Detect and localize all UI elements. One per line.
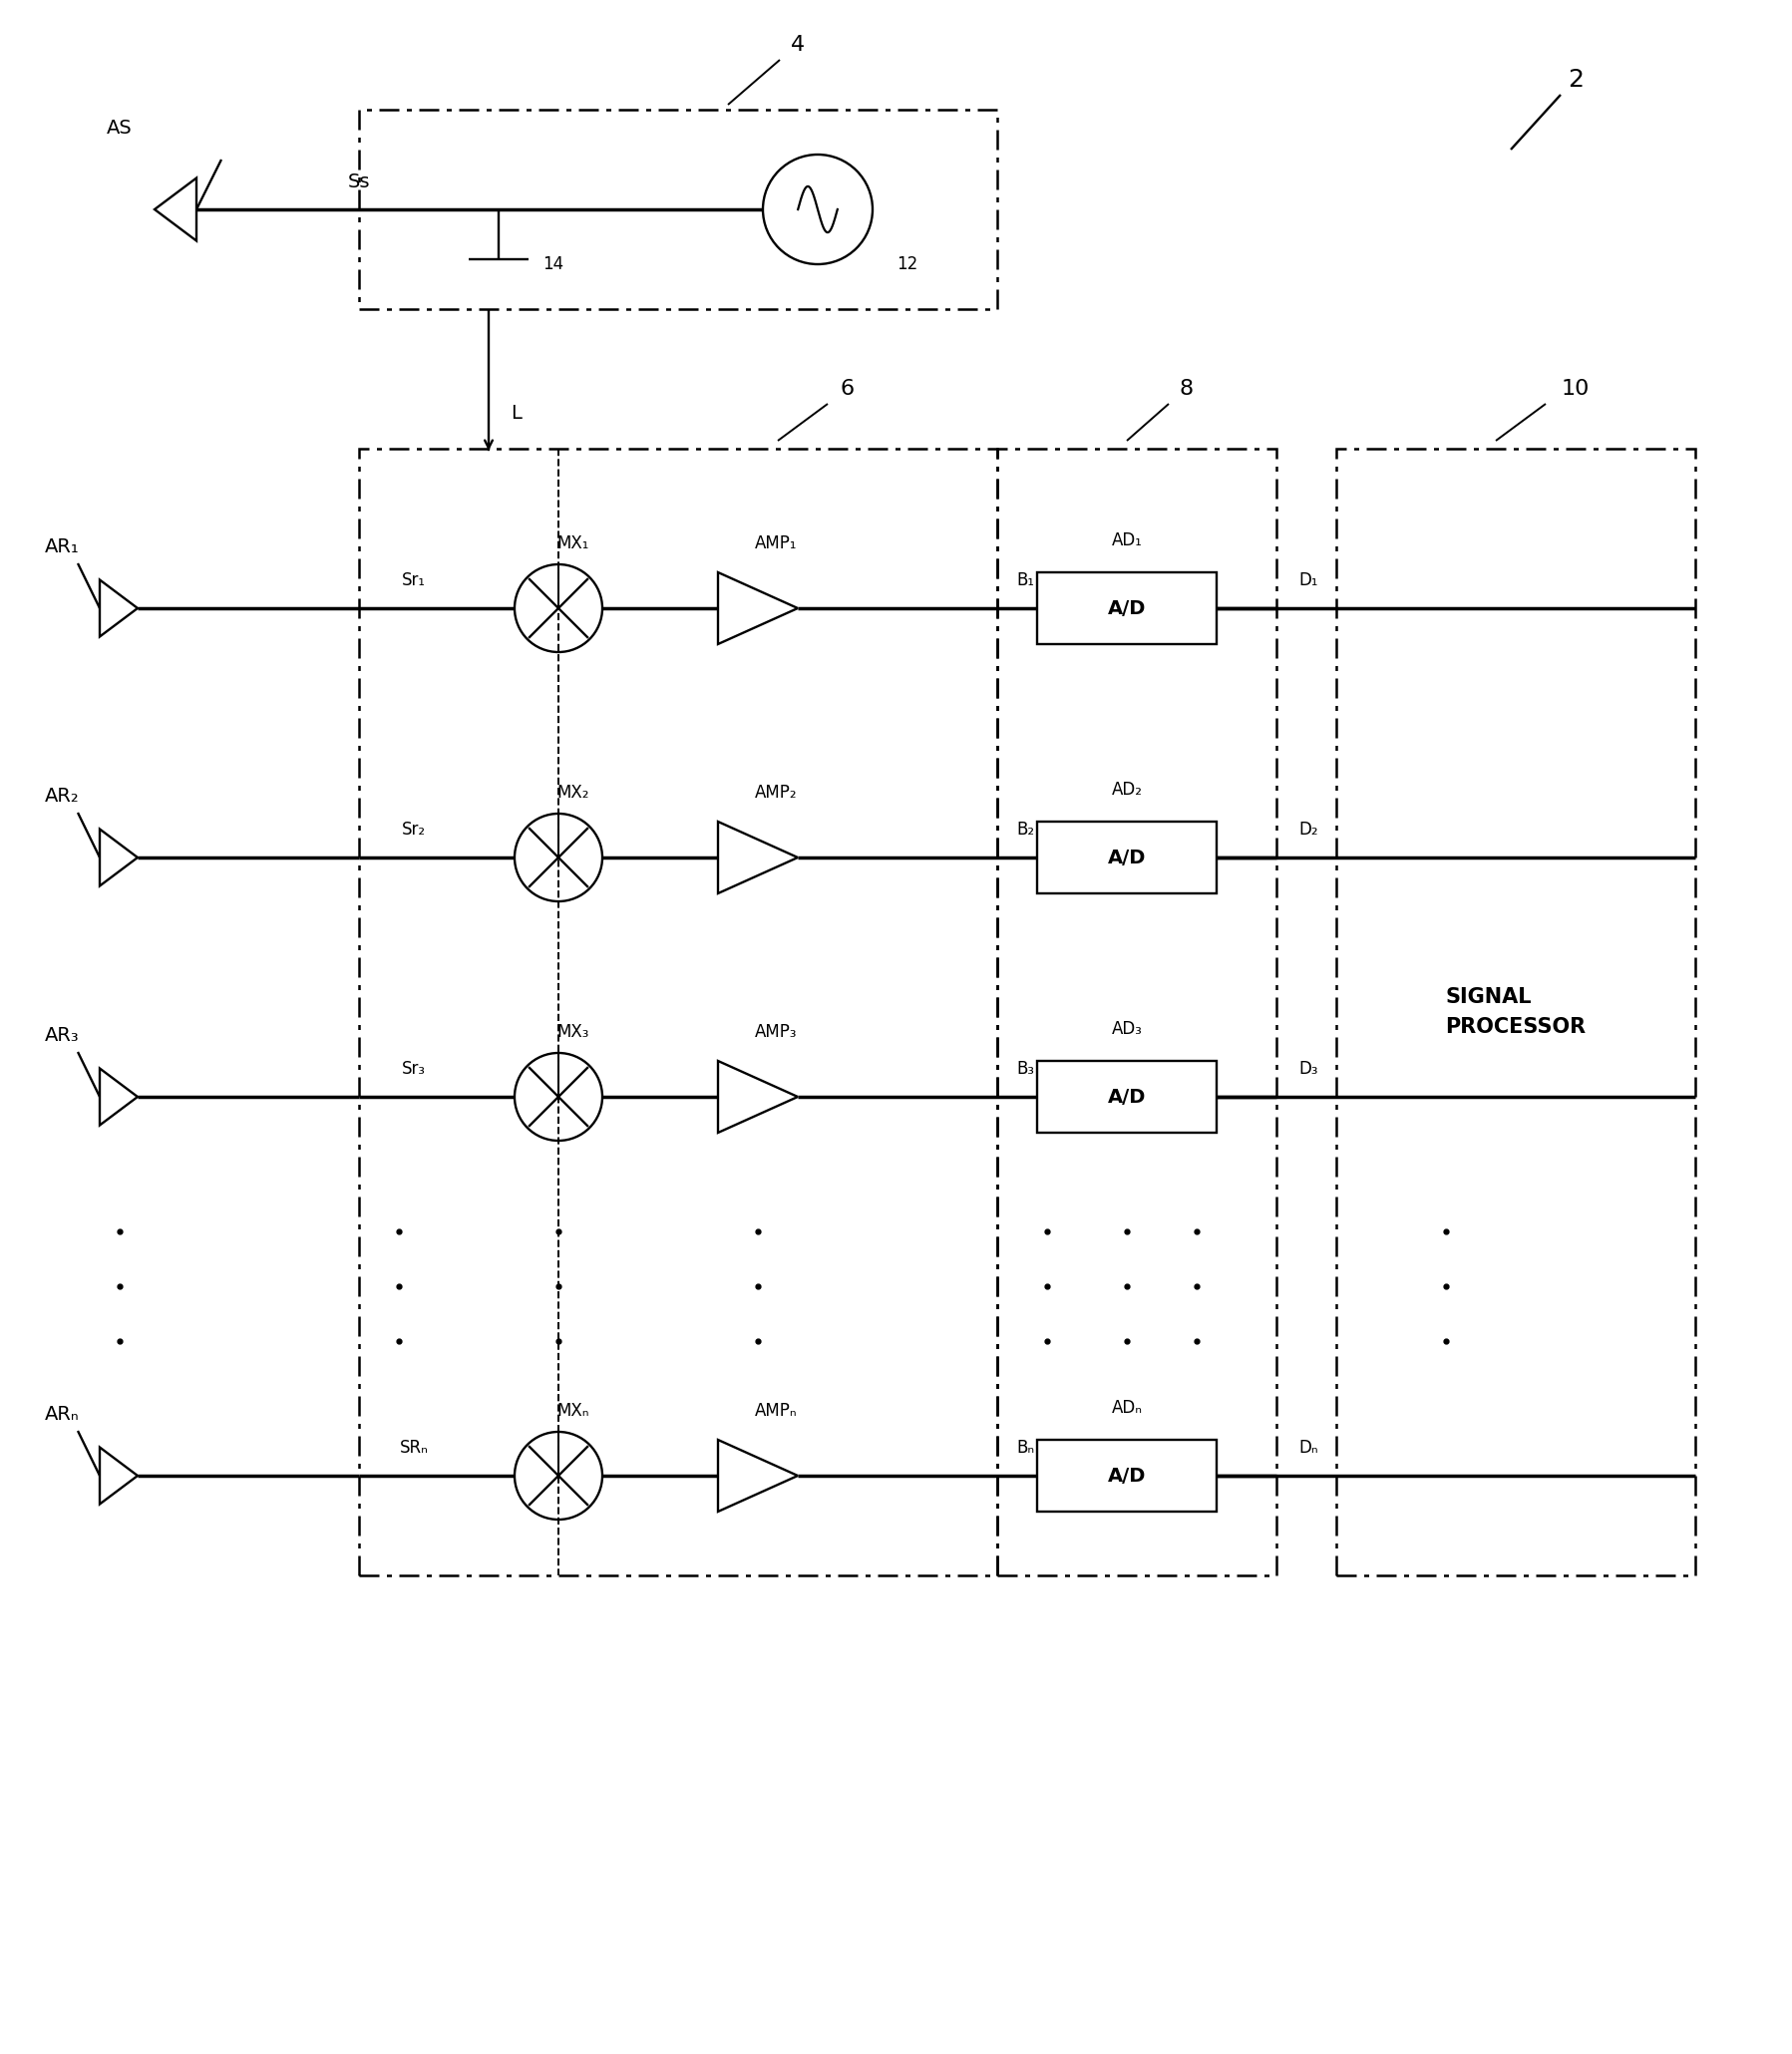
Text: AMPₙ: AMPₙ [754,1403,797,1419]
Text: MXₙ: MXₙ [557,1403,590,1419]
Text: MX₁: MX₁ [557,534,590,553]
Text: Ss: Ss [348,173,371,191]
Text: AMP₃: AMP₃ [754,1023,797,1041]
Text: ADₙ: ADₙ [1111,1399,1142,1417]
Polygon shape [1038,573,1217,645]
Text: 12: 12 [896,255,918,273]
Text: Dₙ: Dₙ [1299,1438,1319,1456]
Polygon shape [1038,1440,1217,1512]
Text: A/D: A/D [1107,848,1147,867]
Text: SIGNAL
PROCESSOR: SIGNAL PROCESSOR [1446,988,1586,1037]
Text: Sr₁: Sr₁ [401,571,426,589]
Text: Sr₂: Sr₂ [401,822,426,838]
Text: L: L [511,405,521,423]
Text: B₂: B₂ [1016,822,1034,838]
Text: MX₂: MX₂ [557,785,590,801]
Text: B₁: B₁ [1016,571,1034,589]
Text: 8: 8 [1179,378,1193,398]
Text: AD₂: AD₂ [1111,781,1142,799]
Text: A/D: A/D [1107,600,1147,618]
Text: 14: 14 [543,255,564,273]
Text: AR₃: AR₃ [45,1025,79,1043]
Text: ARₙ: ARₙ [45,1405,79,1423]
Text: D₁: D₁ [1299,571,1319,589]
Text: Bₙ: Bₙ [1016,1438,1034,1456]
Text: AD₃: AD₃ [1111,1021,1142,1037]
Text: AD₁: AD₁ [1111,532,1142,548]
Text: AR₂: AR₂ [45,787,79,805]
Text: AS: AS [108,119,133,138]
Polygon shape [1038,822,1217,893]
Text: 2: 2 [1568,68,1584,92]
Polygon shape [1038,1062,1217,1132]
Text: MX₃: MX₃ [557,1023,590,1041]
Text: A/D: A/D [1107,1087,1147,1107]
Text: D₂: D₂ [1299,822,1319,838]
Text: Sr₃: Sr₃ [401,1060,426,1078]
Text: AMP₂: AMP₂ [754,785,797,801]
Text: SRₙ: SRₙ [400,1438,428,1456]
Text: 10: 10 [1561,378,1590,398]
Text: D₃: D₃ [1299,1060,1319,1078]
Text: 6: 6 [840,378,855,398]
Text: A/D: A/D [1107,1467,1147,1485]
Text: AMP₁: AMP₁ [754,534,797,553]
Text: AR₁: AR₁ [45,536,79,557]
Text: 4: 4 [790,35,805,55]
Text: B₃: B₃ [1016,1060,1034,1078]
